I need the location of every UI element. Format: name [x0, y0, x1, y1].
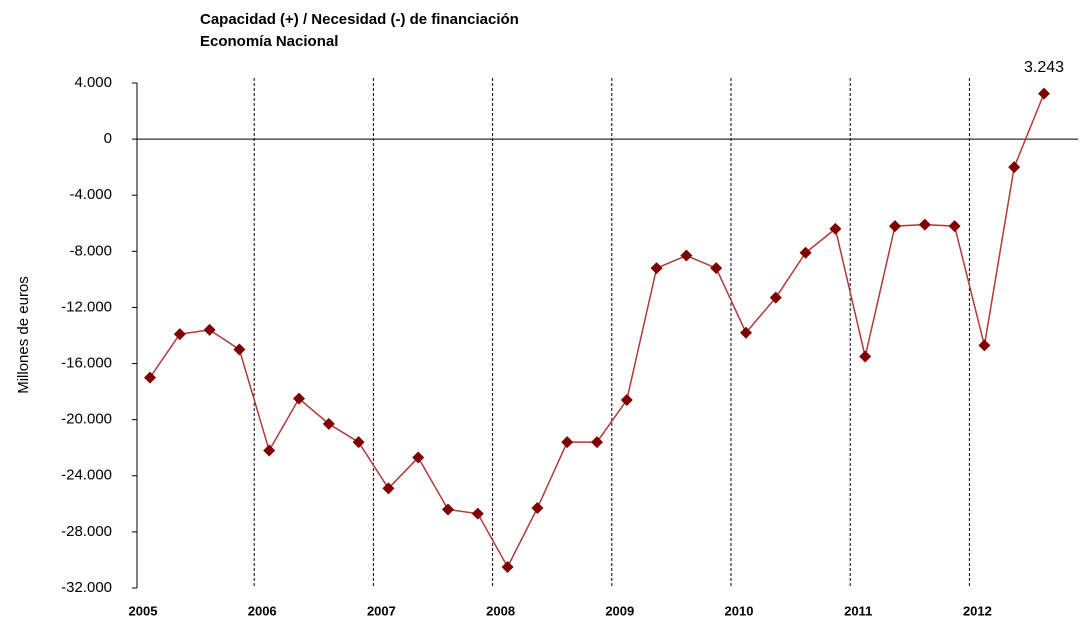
marker	[442, 503, 454, 516]
marker	[591, 436, 603, 449]
marker	[322, 417, 335, 430]
marker	[978, 339, 991, 352]
marker	[263, 444, 276, 457]
marker	[1008, 161, 1021, 174]
marker	[203, 323, 216, 336]
marker	[293, 392, 305, 405]
x-tick-label: 2012	[963, 603, 992, 618]
y-tick-label: 4.000	[74, 74, 112, 91]
marker	[173, 328, 186, 341]
y-tick-label: -16.000	[61, 355, 112, 372]
y-axis-label: Millones de euros	[15, 276, 32, 394]
marker	[799, 246, 812, 259]
marker	[740, 326, 752, 339]
marker	[144, 371, 156, 384]
y-tick-label: -32.000	[61, 579, 112, 596]
marker	[889, 220, 901, 233]
y-tick-label: 0	[104, 130, 112, 147]
chart-subtitle: Economía Nacional	[200, 33, 338, 50]
marker	[233, 343, 246, 356]
y-tick-label: -12.000	[61, 298, 112, 315]
marker	[859, 350, 872, 363]
x-tick-label: 2009	[605, 603, 634, 618]
marker	[531, 502, 544, 515]
marker	[680, 249, 693, 262]
data-label: 3.243	[1024, 59, 1064, 76]
y-tick-label: -28.000	[61, 523, 112, 540]
y-tick-label: -20.000	[61, 411, 112, 428]
x-tick-label: 2010	[725, 603, 754, 618]
marker	[382, 482, 395, 495]
y-tick-label: -4.000	[69, 186, 112, 203]
marker	[829, 222, 842, 235]
x-tick-label: 2007	[367, 603, 396, 618]
x-tick-label: 2011	[844, 603, 872, 618]
x-tick-label: 2006	[248, 603, 277, 618]
marker	[769, 291, 782, 304]
marker	[710, 262, 723, 275]
y-tick-label: -8.000	[69, 242, 112, 259]
marker	[650, 262, 663, 275]
marker	[561, 436, 574, 449]
chart-title: Capacidad (+) / Necesidad (-) de financi…	[200, 11, 519, 28]
x-tick-label: 2008	[486, 603, 515, 618]
y-tick-label: -24.000	[61, 467, 112, 484]
marker	[471, 507, 484, 520]
marker	[1038, 87, 1050, 100]
x-tick-label: 2005	[129, 603, 158, 618]
line	[149, 93, 1045, 569]
marker	[501, 560, 514, 573]
marker	[948, 220, 961, 233]
marker	[352, 436, 365, 449]
marker	[620, 394, 633, 407]
marker	[412, 451, 425, 464]
marker	[918, 218, 931, 231]
